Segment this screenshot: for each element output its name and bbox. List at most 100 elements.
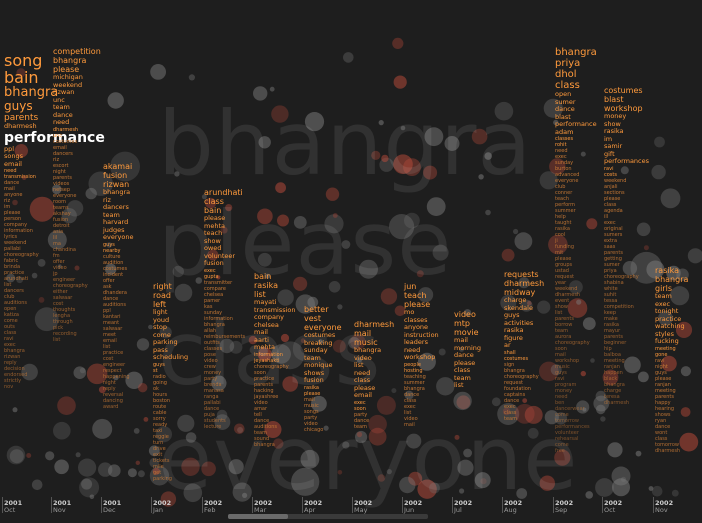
keyword[interactable]: club xyxy=(4,294,15,300)
keyword[interactable]: show xyxy=(204,236,221,245)
keyword[interactable]: bhangra xyxy=(53,56,87,65)
message-bubble[interactable] xyxy=(527,427,539,439)
keyword[interactable]: exit xyxy=(153,451,163,458)
keyword[interactable]: party xyxy=(304,414,318,421)
message-bubble[interactable] xyxy=(51,184,62,195)
keyword[interactable]: show xyxy=(604,119,621,128)
keyword[interactable]: class xyxy=(4,330,17,336)
keyword[interactable]: dhol xyxy=(555,69,577,80)
message-bubble[interactable] xyxy=(342,441,350,449)
message-bubble[interactable] xyxy=(21,175,27,181)
keyword[interactable]: costumes xyxy=(53,138,78,145)
message-bubble[interactable] xyxy=(404,212,420,229)
keyword[interactable]: bhangra xyxy=(254,441,275,448)
keyword[interactable]: need xyxy=(53,118,70,126)
message-bubble[interactable] xyxy=(393,154,413,174)
keyword[interactable]: video xyxy=(204,357,218,364)
keyword[interactable]: bhangra xyxy=(504,367,525,374)
message-bubble[interactable] xyxy=(459,488,465,494)
keyword[interactable]: endorsed xyxy=(4,372,28,378)
message-bubble[interactable] xyxy=(518,277,530,289)
message-bubble[interactable] xyxy=(300,449,320,469)
message-bubble[interactable] xyxy=(426,197,446,217)
message-bubble[interactable] xyxy=(31,479,43,491)
keyword[interactable]: st xyxy=(153,367,158,374)
keyword[interactable]: hosting xyxy=(404,367,423,374)
keyword[interactable]: weekend xyxy=(604,177,627,184)
message-bubble[interactable] xyxy=(81,478,93,490)
keyword[interactable]: meet xyxy=(103,331,116,338)
keyword[interactable]: information xyxy=(204,315,233,322)
keyword[interactable]: charge xyxy=(504,296,527,304)
keyword[interactable]: team xyxy=(655,292,672,300)
message-bubble[interactable] xyxy=(181,457,200,476)
keyword[interactable]: transmission xyxy=(4,174,36,180)
keyword[interactable]: mile xyxy=(153,463,164,470)
keyword[interactable]: mail xyxy=(304,396,315,403)
keyword[interactable]: information xyxy=(4,228,33,234)
message-bubble[interactable] xyxy=(478,174,484,180)
keyword[interactable]: class xyxy=(655,435,668,442)
keyword[interactable]: unc xyxy=(53,132,63,139)
keyword[interactable]: captains xyxy=(504,391,526,398)
keyword[interactable]: money xyxy=(604,112,627,120)
message-bubble[interactable] xyxy=(687,248,702,264)
message-bubble[interactable] xyxy=(485,209,491,216)
message-bubble[interactable] xyxy=(12,199,18,206)
message-bubble[interactable] xyxy=(14,144,28,158)
message-bubble[interactable] xyxy=(38,297,45,303)
keyword[interactable]: need xyxy=(555,148,568,154)
keyword[interactable]: sorry xyxy=(153,415,166,422)
keyword[interactable]: mo xyxy=(404,308,415,316)
keyword[interactable]: monique xyxy=(304,361,333,369)
keyword[interactable]: radio xyxy=(153,373,166,380)
keyword[interactable]: class xyxy=(555,80,580,91)
keyword[interactable]: need xyxy=(4,168,17,174)
keyword[interactable]: classes xyxy=(404,315,428,324)
keyword[interactable]: award xyxy=(103,403,119,410)
keyword[interactable]: ravi xyxy=(655,357,665,364)
message-bubble[interactable] xyxy=(436,377,455,396)
keyword[interactable]: team xyxy=(454,373,471,382)
keyword[interactable]: morning xyxy=(454,343,482,352)
keyword[interactable]: dance xyxy=(354,417,370,424)
message-bubble[interactable] xyxy=(211,375,227,391)
message-bubble[interactable] xyxy=(323,425,329,431)
message-bubble[interactable] xyxy=(585,491,593,499)
keyword[interactable]: everyone xyxy=(53,192,77,199)
message-bubble[interactable] xyxy=(337,304,343,310)
message-bubble[interactable] xyxy=(155,426,172,443)
keyword[interactable]: charge xyxy=(604,387,622,394)
keyword[interactable]: free xyxy=(555,448,565,454)
keyword[interactable]: party xyxy=(204,375,218,382)
keyword[interactable]: come xyxy=(153,330,171,339)
keyword[interactable]: come xyxy=(555,412,569,418)
message-bubble[interactable] xyxy=(300,338,306,344)
keyword[interactable]: taxi xyxy=(153,427,163,434)
keyword[interactable]: performances xyxy=(604,157,650,165)
keyword[interactable]: mayati xyxy=(254,298,277,306)
keyword[interactable]: teach xyxy=(404,291,427,300)
keyword[interactable]: dhandera xyxy=(103,289,127,296)
message-bubble[interactable] xyxy=(149,466,170,486)
keyword[interactable]: please xyxy=(4,210,21,216)
message-bubble[interactable] xyxy=(273,438,284,449)
keyword[interactable]: night xyxy=(103,379,116,386)
message-bubble[interactable] xyxy=(325,187,340,201)
message-bubble[interactable] xyxy=(648,486,654,491)
keyword[interactable]: list xyxy=(103,343,111,350)
message-bubble[interactable] xyxy=(293,276,308,291)
keyword[interactable]: lengha xyxy=(53,312,71,319)
keyword[interactable]: tell xyxy=(254,411,262,418)
keyword[interactable]: ustad xyxy=(555,268,569,274)
keyword[interactable]: list xyxy=(555,310,563,316)
message-bubble[interactable] xyxy=(380,288,398,305)
keyword[interactable]: email xyxy=(4,159,22,168)
keyword[interactable]: guys xyxy=(655,369,667,376)
keyword[interactable]: video xyxy=(53,264,67,271)
message-bubble[interactable] xyxy=(393,75,407,89)
message-bubble[interactable] xyxy=(417,352,436,371)
message-bubble[interactable] xyxy=(432,244,449,261)
keyword[interactable]: stop xyxy=(153,323,168,331)
keyword[interactable]: rasika xyxy=(555,226,570,232)
